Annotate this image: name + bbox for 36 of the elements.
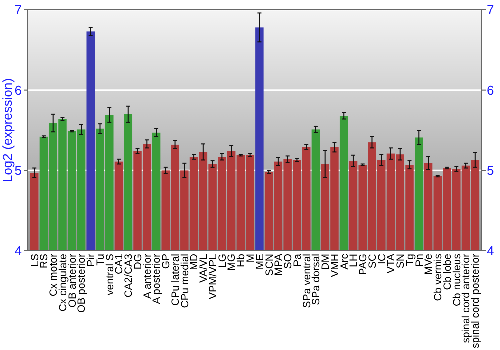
y2-tick-label: 5 — [487, 163, 494, 178]
x-tick-label: CA1 — [114, 254, 126, 274]
x-tick-label: Cb nucleus — [451, 254, 464, 307]
x-tick-label: A anterior — [142, 254, 154, 299]
x-tick-label: MPA — [273, 254, 286, 276]
x-tick-label: ventral S — [104, 254, 116, 296]
x-tick-label: Cx cingulate — [57, 254, 70, 312]
y-axis-title: Log2 (expression) — [0, 78, 15, 183]
x-tick-label: OB anterior — [66, 254, 79, 308]
y2-tick-label: 7 — [487, 2, 494, 18]
x-tick-label: MD — [188, 254, 201, 270]
y-tick-label: 4 — [14, 244, 22, 259]
x-tick-label: SPa dorsal — [310, 254, 323, 306]
x-tick-label: LS — [29, 254, 42, 267]
x-tick-label: spinal cord anterior — [460, 253, 473, 344]
x-tick-label: LH — [348, 254, 360, 268]
x-tick-label: Pa — [292, 254, 304, 267]
x-tick-label: IC — [376, 254, 388, 264]
y2-tick-label: 6 — [487, 82, 494, 98]
x-tick-label: LG — [216, 254, 229, 268]
y-tick-label: 6 — [14, 82, 22, 98]
x-tick-label: RS — [38, 254, 51, 269]
y-tick-label: 5 — [14, 163, 22, 178]
x-tick-label: SCN — [264, 254, 276, 276]
y-tick-label: 7 — [14, 2, 22, 18]
x-tick-label: CPu medial — [179, 254, 192, 308]
x-tick-label: OB posterior — [76, 254, 88, 313]
y2-tick-label: 4 — [487, 244, 494, 259]
x-tick-label: VTA — [386, 254, 398, 274]
x-tick-label: ME — [254, 254, 266, 270]
x-tick-label: SO — [282, 254, 294, 270]
x-tick-label: MVe — [423, 254, 436, 276]
x-tick-label: Cb lobe — [442, 254, 454, 290]
x-tick-label: Arc — [338, 254, 351, 270]
x-tick-label: spinal cord posterior — [470, 253, 482, 349]
x-tick-label: A posterior — [151, 254, 164, 304]
